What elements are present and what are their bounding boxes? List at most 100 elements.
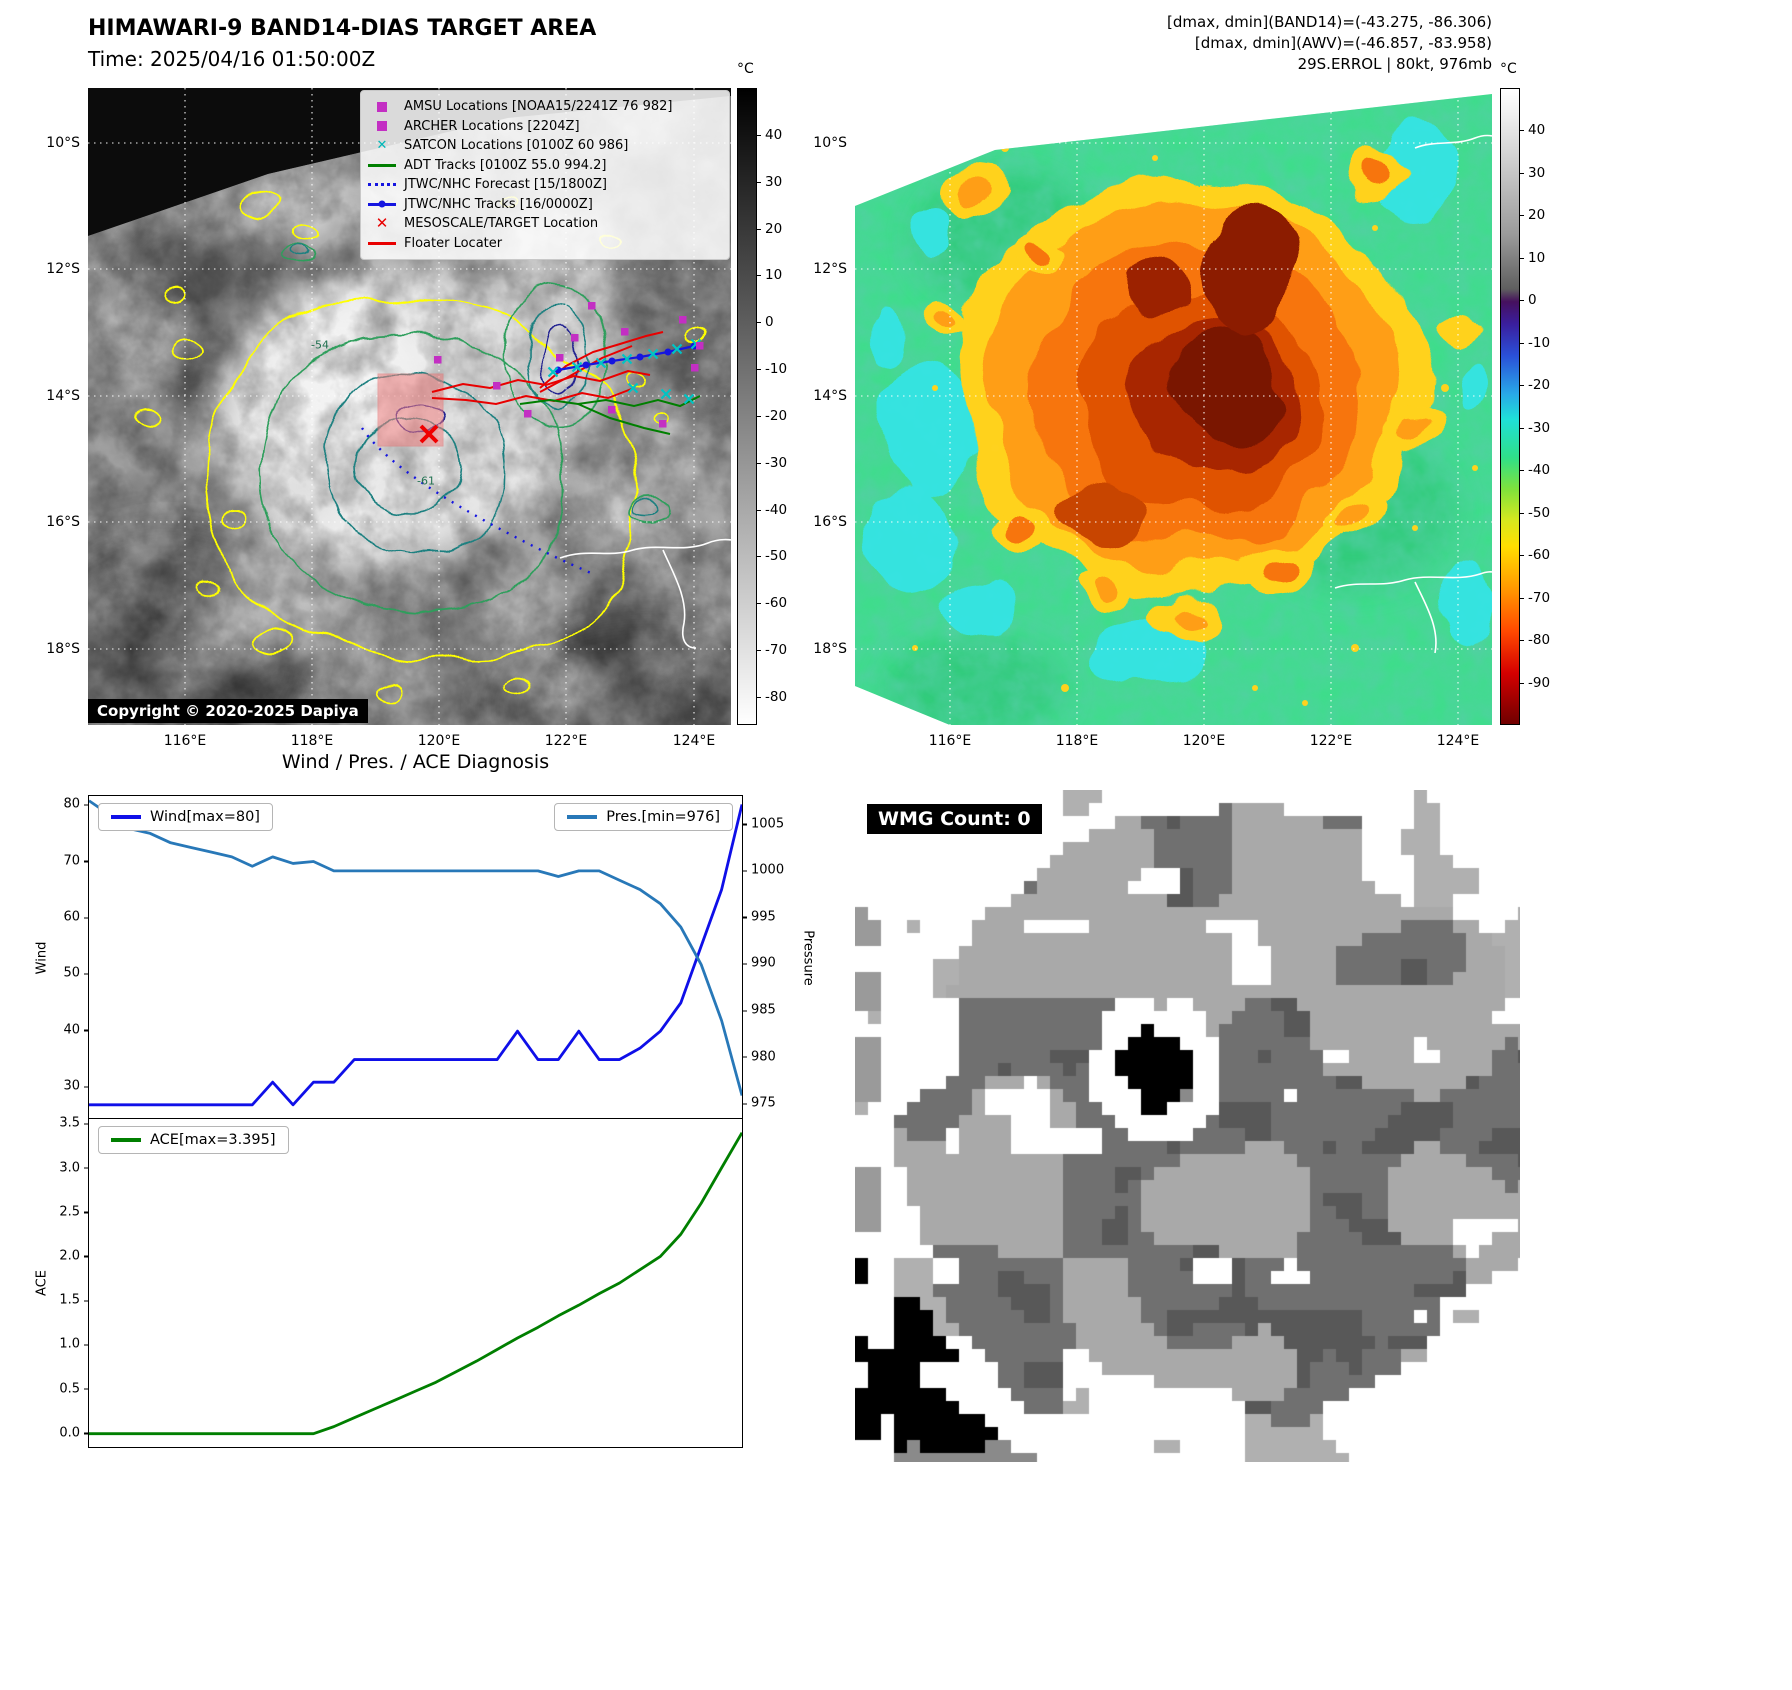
wind-pressure-plot [89,799,742,1107]
contour-value-label: -54 [311,338,329,352]
colorbar-tick-label: -40 [756,501,788,518]
lon-tick-label: 120°E [417,733,461,749]
lat-tick-label: 16°S [46,514,80,530]
axis-tick-label: 80 [63,796,89,812]
colorbar-tick-label: -50 [756,548,788,565]
wind-legend: Wind[max=80] [98,803,273,831]
colorbar-tick-label: 20 [756,220,783,237]
colorbar-tick-label: -70 [756,642,788,659]
lat-tick-label: 10°S [46,135,80,151]
pressure-legend: Pres.[min=976] [554,803,733,831]
pressure-line-sample [567,815,598,819]
dotted-line-glyph [368,183,396,187]
axis-tick-label: 60 [63,909,89,925]
colorbar-tick-label: 0 [757,314,774,331]
legend-item: JTWC/NHC Tracks [16/0000Z] [367,195,721,215]
graticule [855,88,1492,725]
colorbar-tick-label: -30 [756,454,788,471]
colorbar-tick-label: 20 [1519,207,1546,224]
colorbar-tick-label: -20 [1519,377,1551,394]
legend-item-label: Floater Locater [404,235,503,251]
line-marker-icon [367,241,397,245]
colorbar-tick-label: -10 [1519,334,1551,351]
x-glyph: ✕ [376,138,388,154]
line-marker-icon [367,163,397,167]
axis-tick-label: 985 [742,1002,776,1018]
axis-tick-label: 40 [63,1022,89,1038]
lon-tick-label: 122°E [1309,733,1353,749]
grayscale-colorbar [737,88,757,725]
wmg-panel: WMG Count: 0 [855,790,1520,1462]
convective-cells [921,154,1475,640]
wmg-pixel-map [855,790,1520,1462]
axis-tick-label: 2.0 [59,1248,89,1264]
storm-core [955,173,1425,593]
lat-tick-label: 12°S [813,261,847,277]
pressure-line [89,799,742,1096]
lon-tick-label: 122°E [544,733,588,749]
line-glyph [368,241,396,245]
axis-tick-label: 980 [742,1049,776,1065]
lat-tick-label: 14°S [813,388,847,404]
square-glyph [377,101,387,112]
square-glyph [377,121,387,132]
colorbar-tick-label: -80 [756,688,788,705]
axis-tick-label: 2.5 [59,1204,89,1220]
square-marker-icon [367,101,397,112]
coastline [1334,134,1492,654]
storm-id-intensity: 29S.ERROL | 80kt, 976mb [1297,55,1492,73]
band14-colorbar: °C 40 30 20 10 0 -10 -20 -30 -40 -50 -60 -70 -80 [737,61,801,725]
square-marker-icon [367,121,397,132]
legend-item: ADT Tracks [0100Z 55.0 994.2] [367,156,721,176]
legend-item: ARCHER Locations [2204Z] [367,117,721,137]
legend-item: AMSU Locations [NOAA15/2241Z 76 982] [367,97,721,117]
axis-tick-label: 50 [63,965,89,981]
colorbar-unit-label: °C [1500,61,1517,77]
axis-tick-label: 1005 [741,816,785,832]
lat-tick-label: 10°S [813,135,847,151]
colorbar-tick-label: -60 [756,595,788,612]
x-glyph: ✕ [375,214,389,233]
lon-tick-label: 116°E [163,733,207,749]
dmax-dmin-awv: [dmax, dmin](AWV)=(-46.857, -83.958) [1194,34,1492,52]
wind-legend-label: Wind[max=80] [150,809,260,825]
axis-tick-label: 975 [742,1095,776,1111]
band14-satellite-map: AMSU Locations [NOAA15/2241Z 76 982] ARCH… [46,88,731,749]
lon-tick-label: 124°E [672,733,716,749]
axis-tick-label: 70 [63,853,89,869]
awv-satellite-image [855,88,1492,725]
colorbar-tick-label: 40 [756,126,783,143]
legend-item-label: SATCON Locations [0100Z 60 986] [404,138,629,154]
ace-axis-label: ACE [34,1270,50,1296]
awv-header-block: [dmax, dmin](BAND14)=(-43.275, -86.306) … [1167,12,1492,75]
colorbar-tick-label: 10 [756,267,783,284]
mesoscale-target-x [419,424,439,444]
lon-tick-label: 124°E [1436,733,1480,749]
awv-colorbar: °C 40 30 20 10 0 -10 -20 -30 -40 -50 -60 -70 -80 -90 [1500,61,1564,725]
mesoscale-target-box [377,373,444,447]
diagnosis-title: Wind / Pres. / ACE Diagnosis [281,751,550,773]
legend-item-label: ARCHER Locations [2204Z] [404,118,580,134]
lat-tick-label: 18°S [46,641,80,657]
axis-tick-label: 1.0 [59,1336,89,1352]
ace-line [89,1132,742,1436]
lat-tick-label: 12°S [46,261,80,277]
axis-tick-label: 1.5 [59,1292,89,1308]
ace-chart: ACE[max=3.395] 0.0 0.5 1.0 1.5 2.0 2.5 3.0 3.5 [59,1116,743,1448]
line-dot-marker-icon [367,200,397,208]
colorbar-tick-label: -90 [1519,674,1551,691]
dotted-marker-icon [367,183,397,187]
amsu-archer-markers [434,302,704,428]
band14-time: Time: 2025/04/16 01:50:00Z [88,47,376,71]
band14-title: HIMAWARI-9 BAND14-DIAS TARGET AREA [88,16,597,41]
colorbar-tick-label: -80 [1519,632,1551,649]
colorbar-tick-label: -40 [1519,462,1551,479]
legend-item-label: JTWC/NHC Tracks [16/0000Z] [404,196,593,212]
colorbar-tick-label: -60 [1519,547,1551,564]
colorbar-tick-label: -70 [1519,589,1551,606]
colorbar-tick-label: 10 [1519,249,1546,266]
wind-line-sample [111,815,141,819]
band14-title-block: HIMAWARI-9 BAND14-DIAS TARGET AREA Time:… [88,16,596,71]
cold-cyan-patches [863,121,1492,683]
